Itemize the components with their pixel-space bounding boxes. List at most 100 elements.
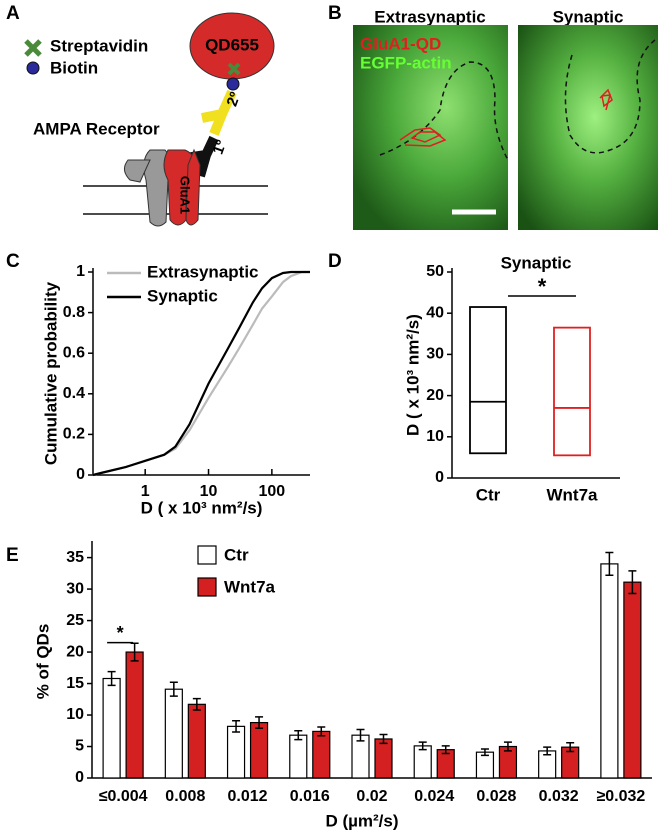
x-tick-label: 0.024 [414,788,454,805]
annotation: * [117,623,124,643]
x-tick-label: 0.016 [290,788,330,805]
legend-label: Ctr [224,545,249,564]
x-tick-label: 10 [200,483,218,500]
y-tick-label: 10 [426,428,444,445]
y-tick-label: 20 [426,387,444,404]
primary-label: 1º [210,137,231,156]
y-tick-label: 50 [426,263,444,280]
y-tick-label: 0.8 [63,304,85,321]
y-tick-label: 30 [426,346,444,363]
y-tick-label: 30 [66,580,84,597]
error-bar [441,745,450,755]
receptor-label: AMPA Receptor [33,119,160,138]
trajectory [599,88,613,111]
y-tick-label: 0.4 [63,385,85,402]
bar [413,745,432,779]
box [469,306,507,455]
y-tick-label: 0.2 [63,426,85,443]
error-bar [543,746,552,756]
chart-title: Synaptic [501,253,572,272]
y-axis-title: Cumulative probability [41,281,60,465]
error-bar [628,570,637,595]
receptor-subunit [124,159,151,183]
panel-letter: D [328,251,342,272]
streptavidin-icon [227,62,241,76]
receptor-subunit [185,148,201,226]
bar [351,734,370,779]
bar [623,581,642,779]
error-bar [317,726,326,737]
y-tick-label: 0.6 [63,344,85,361]
panel-letter: B [328,3,342,24]
x-tick-label: 100 [259,483,286,500]
y-axis-title: D ( x 10³ nm²/s) [403,314,422,436]
box [553,326,591,457]
y-tick-label: 0 [75,769,84,786]
y-tick-label: 20 [66,643,84,660]
bar [312,730,331,779]
bar [249,721,269,779]
y-tick-label: 5 [75,738,84,755]
y-tick-label: 35 [66,549,84,566]
y-tick-label: 25 [66,612,84,629]
panel-letter: A [6,3,20,24]
error-bar [107,670,116,687]
bar [187,703,206,779]
error-bar [605,551,614,576]
trajectory [399,127,447,147]
x-tick-label: 1 [141,483,150,500]
streptavidin-icon [24,39,42,57]
bar [374,738,393,779]
image-title: Extrasynaptic [374,7,486,26]
y-tick-label: 0 [435,469,444,486]
secondary-antibody [201,89,237,136]
micrograph [518,25,658,230]
panel-letter: C [6,251,20,272]
error-bar [480,748,489,757]
x-tick-label: Wnt7a [547,485,599,504]
error-bar [356,728,365,742]
error-bar [566,741,575,753]
biotin-icon [226,77,240,91]
y-axis-title: % of QDs [33,624,52,700]
x-tick-label: 0.02 [356,788,387,805]
x-tick-label: 0.028 [476,788,516,805]
y-tick-label: 1 [76,263,85,280]
legend-label: Extrasynaptic [147,262,259,281]
bar [289,734,308,779]
y-tick-label: 10 [66,706,84,723]
outline [564,39,656,154]
panel-letter: E [6,545,19,566]
x-axis-title: D ( x 10³ nm²/s) [141,498,263,517]
error-bar [255,716,264,730]
biotin-icon [26,61,40,75]
y-tick-label: 15 [66,675,84,692]
x-tick-label: 0.012 [228,788,268,805]
y-tick-label: 40 [426,304,444,321]
y-tick-label: 0 [76,466,85,483]
error-bar [294,730,303,741]
error-bar [379,733,388,745]
legend-label: GluA1-QD [360,34,441,53]
x-tick-label: Ctr [476,485,501,504]
x-axis-title: D (µm²/s) [325,811,398,830]
bar [164,688,183,779]
outline [379,61,509,161]
streptavidin-label: Streptavidin [50,36,148,55]
bar [102,677,121,779]
legend-label: Wnt7a [224,577,276,596]
bar [125,651,144,779]
x-tick-label: 0.032 [539,788,579,805]
legend-swatch [197,545,217,565]
bar [600,563,619,779]
subunit-label: GluA1 [178,176,193,214]
qd-label: QD655 [205,35,259,54]
error-bar [503,741,512,752]
error-bar [169,681,178,697]
x-tick-label: ≤0.004 [99,788,148,805]
x-tick-label: ≥0.032 [596,788,645,805]
secondary-label: 2º [224,89,245,108]
error-bar [418,741,427,751]
x-tick-label: 0.008 [165,788,205,805]
